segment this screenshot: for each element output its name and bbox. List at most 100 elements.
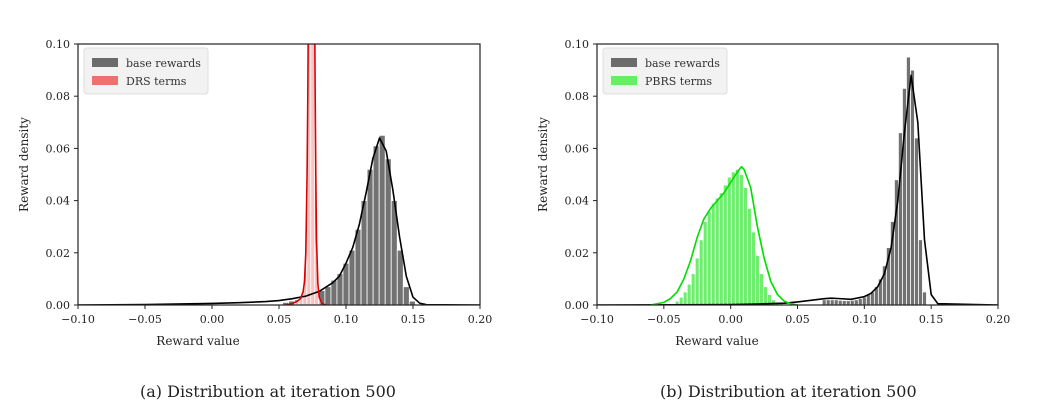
- bar: [837, 299, 843, 305]
- series-1-bars: [674, 168, 784, 305]
- bar: [694, 257, 700, 305]
- legend-swatch: [611, 76, 637, 85]
- bar: [910, 69, 915, 305]
- bar: [402, 286, 410, 305]
- bar: [857, 298, 863, 305]
- bar: [833, 299, 839, 305]
- x-axis-label: Reward value: [156, 334, 239, 348]
- bar: [372, 145, 380, 305]
- legend-swatch: [611, 58, 637, 67]
- legend-label: base rewards: [645, 57, 720, 70]
- y-tick-label: 0.10: [46, 38, 71, 51]
- bar: [722, 184, 728, 305]
- x-tick-label: −0.05: [128, 313, 162, 326]
- bar: [738, 174, 744, 305]
- bar: [825, 299, 831, 305]
- bar: [821, 299, 827, 305]
- bar: [742, 187, 748, 305]
- bar: [829, 299, 835, 305]
- bar: [922, 291, 927, 305]
- plot-area: [597, 56, 998, 305]
- x-tick-label: −0.10: [580, 313, 614, 326]
- x-tick-label: 0.10: [852, 313, 877, 326]
- bar: [718, 192, 724, 305]
- bar: [678, 296, 684, 305]
- x-tick-label: 0.05: [785, 313, 810, 326]
- bar: [686, 283, 692, 305]
- series-1-kde-line: [650, 165, 798, 305]
- plot-area: [78, 44, 480, 305]
- legend-swatch: [92, 76, 118, 85]
- bar: [763, 286, 768, 305]
- bar: [702, 221, 708, 305]
- legend: base rewards DRS terms: [83, 47, 209, 95]
- bar: [845, 300, 851, 305]
- bar: [853, 299, 859, 305]
- bar: [348, 249, 356, 305]
- y-tick-label: 0.02: [46, 247, 71, 260]
- bar: [318, 299, 321, 305]
- series-1-kde-line: [285, 44, 327, 305]
- x-tick-label: −0.05: [647, 313, 681, 326]
- x-tick-label: 0.20: [468, 313, 493, 326]
- bar: [726, 176, 732, 305]
- bar: [384, 158, 392, 305]
- bar: [396, 249, 404, 305]
- y-tick-label: 0.00: [46, 299, 71, 312]
- bar: [710, 202, 716, 305]
- legend-label: base rewards: [126, 57, 201, 70]
- bar: [841, 300, 847, 305]
- bar: [849, 299, 855, 305]
- chart-panel-a: −0.10 −0.05 0.00 0.05 0.10 0.15 0.20 0.00 0.02 0.…: [17, 38, 493, 348]
- bar: [324, 286, 332, 305]
- bar: [861, 296, 867, 305]
- bar: [378, 134, 386, 305]
- series-0-bars: [282, 134, 416, 305]
- legend-swatch: [92, 58, 118, 67]
- series-0-bars: [821, 56, 927, 305]
- bar: [759, 273, 764, 305]
- y-tick-label: 0.00: [565, 299, 590, 312]
- bar: [698, 239, 704, 305]
- x-tick-label: 0.00: [718, 313, 743, 326]
- x-tick-label: 0.20: [986, 313, 1011, 326]
- y-tick-label: 0.06: [46, 142, 71, 155]
- x-tick-label: −0.10: [61, 313, 95, 326]
- x-tick-label: 0.05: [267, 313, 292, 326]
- x-tick-label: 0.15: [919, 313, 944, 326]
- y-tick-label: 0.08: [565, 90, 590, 103]
- bar: [914, 137, 919, 305]
- bar: [734, 168, 740, 305]
- x-tick-label: 0.10: [334, 313, 359, 326]
- legend-label: DRS terms: [126, 75, 187, 88]
- chart-panel-b: −0.10 −0.05 0.00 0.05 0.10 0.15 0.20 0.00 0.02 0.…: [536, 38, 1010, 348]
- x-tick-label: 0.00: [200, 313, 225, 326]
- bar: [918, 239, 923, 305]
- series-0-kde-line: [597, 74, 998, 305]
- y-tick-label: 0.04: [46, 195, 71, 208]
- bar: [682, 291, 688, 305]
- bar: [754, 255, 760, 305]
- bar: [746, 208, 752, 305]
- y-tick-label: 0.08: [46, 90, 71, 103]
- bar: [730, 171, 736, 305]
- bar: [690, 273, 696, 305]
- y-tick-label: 0.02: [565, 247, 590, 260]
- bar: [360, 200, 368, 305]
- legend: base rewards PBRS terms: [602, 47, 728, 95]
- bar: [366, 168, 374, 305]
- series-0-kde-line: [78, 137, 480, 305]
- bar: [342, 262, 350, 305]
- bar: [706, 210, 712, 305]
- x-axis-label: Reward value: [675, 334, 758, 348]
- y-tick-label: 0.06: [565, 142, 590, 155]
- y-axis-label: Reward density: [17, 117, 31, 212]
- bar: [354, 228, 362, 305]
- y-axis-label: Reward density: [536, 117, 550, 212]
- caption-a: (a) Distribution at iteration 500: [140, 382, 396, 401]
- bar: [750, 231, 756, 305]
- bar: [714, 197, 720, 305]
- y-tick-label: 0.10: [565, 38, 590, 51]
- legend-label: PBRS terms: [645, 75, 712, 88]
